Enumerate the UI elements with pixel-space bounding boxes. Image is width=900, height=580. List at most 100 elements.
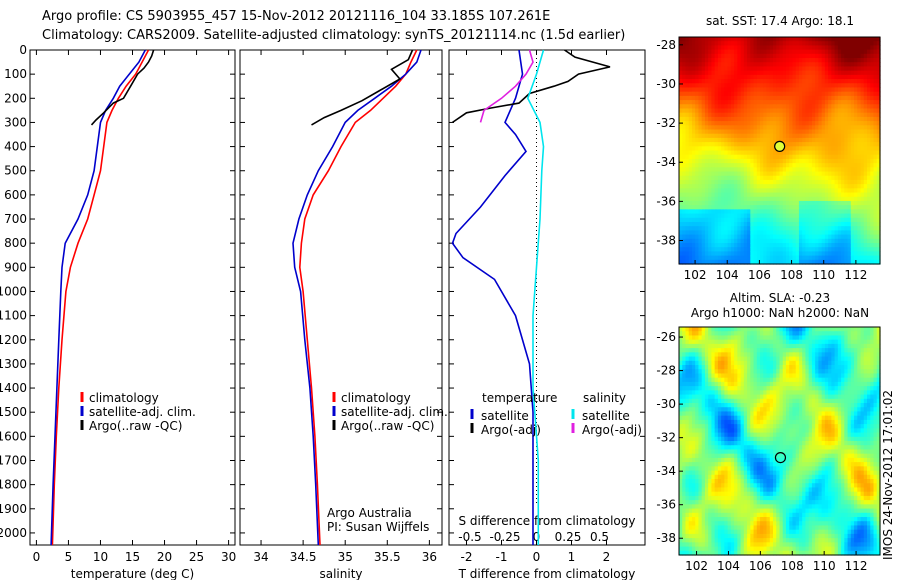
map-cell [808,37,813,42]
map-cell [717,213,722,219]
map-cell [691,398,696,404]
map-cell [750,343,755,349]
map-cell [717,373,722,379]
map-cell [818,230,823,236]
map-cell [854,242,858,248]
map-cell [876,238,881,244]
map-cell [789,74,794,80]
map-cell [747,449,751,455]
map-cell [824,83,829,89]
map-cell [811,70,816,76]
map-cell [701,150,706,156]
map-cell [717,116,722,122]
map-cell [743,487,748,493]
map-cell [847,192,852,198]
map-cell [691,133,696,139]
map-cell [685,339,690,345]
map-cell [870,70,875,76]
map-cell [795,70,800,76]
map-cell [691,470,696,476]
map-cell [730,62,735,68]
map-cell [688,116,693,122]
map-cell [750,428,755,434]
map-cell [691,49,696,55]
series-line-0 [51,49,150,546]
map-cell [740,100,745,105]
map-cell [682,255,687,261]
map-cell [747,121,751,126]
map-cell [704,369,709,375]
map-cell [750,58,755,63]
map-cell [679,394,683,400]
map-cell [769,163,774,168]
map-cell [721,445,725,451]
map-cell [773,79,777,84]
map-cell [805,104,810,110]
map-cell [730,365,735,370]
map-cell [821,221,826,227]
map-cell [841,66,845,72]
map-cell [773,66,777,72]
map-cell [776,45,781,51]
map-cell [717,87,722,93]
map-cell [737,441,742,446]
map-cell [714,175,719,181]
map-cell [679,369,683,375]
map-cell [717,150,722,156]
map-cell [711,432,716,438]
map-cell [691,441,696,446]
map-cell [695,95,700,101]
map-cell [760,41,764,46]
map-cell [821,167,826,173]
map-cell [740,445,745,451]
map-cell [792,247,797,252]
map-cell [828,137,832,143]
map-cell [714,188,719,194]
map-cell [698,483,703,489]
map-cell [870,234,875,240]
map-cell [743,495,748,501]
map-cell [756,230,761,236]
map-cell [743,221,748,227]
map-cell [798,175,803,181]
map-cell [708,259,713,265]
map-cell [708,184,713,189]
map-cell [711,209,716,215]
map-cell [756,146,761,152]
map-cell [688,546,693,552]
map-cell [691,230,696,236]
map-cell [695,339,700,345]
map-cell [737,449,742,455]
map-cell [708,390,713,396]
map-cell [701,369,706,375]
map-cell [727,116,732,122]
map-cell [688,533,693,539]
map-cell [792,192,797,198]
map-cell [685,213,690,219]
map-cell [857,247,862,252]
map-cell [867,242,871,248]
map-cell [789,184,794,189]
map-cell [688,74,693,80]
map-cell [734,49,738,55]
map-cell [873,179,878,185]
map-cell [688,352,693,358]
map-cell [714,419,719,425]
map-cell [682,529,687,535]
map-cell [766,251,771,257]
map-cell [704,154,709,160]
map-cell [727,217,732,223]
map-cell [695,192,700,198]
map-cell [847,137,852,143]
map-cell [850,116,855,122]
map-cell [695,504,700,510]
map-cell [844,129,849,135]
map-cell [711,339,716,345]
map-cell [824,158,829,164]
map-cell [756,500,761,505]
map-cell [711,508,716,514]
map-cell [850,247,855,252]
map-cell [837,129,842,135]
map-cell [714,352,719,358]
